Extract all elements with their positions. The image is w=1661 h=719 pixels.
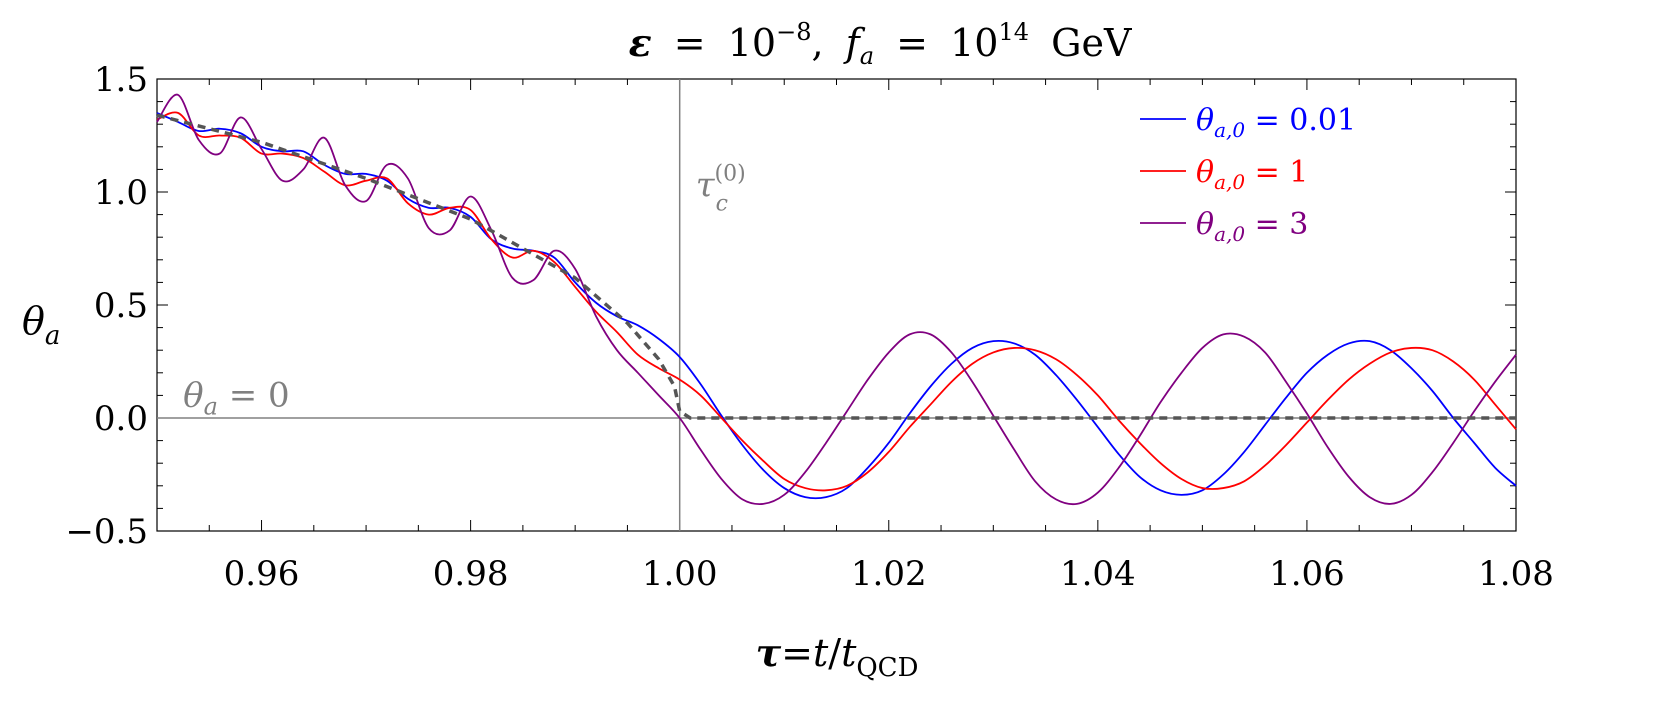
title-epsilon: ε bbox=[629, 20, 652, 65]
y-tick-label: 1.5 bbox=[94, 60, 148, 100]
x-tick-label: 0.98 bbox=[433, 554, 509, 594]
x-tick-label: 1.06 bbox=[1269, 554, 1345, 594]
plot-frame bbox=[156, 78, 1517, 532]
x-tick-labels: 0.96 0.98 1.00 1.02 1.04 1.06 1.08 bbox=[224, 554, 1554, 594]
x-tick-label: 1.08 bbox=[1478, 554, 1554, 594]
zero-line-label: θa = 0 bbox=[183, 376, 290, 421]
legend-entry: θa,0 = 3 bbox=[1196, 207, 1308, 246]
x-tick-label: 1.02 bbox=[851, 554, 927, 594]
y-tick-label: 1.0 bbox=[94, 173, 148, 213]
x-axis-label: τ=t/tQCD bbox=[756, 630, 919, 683]
critical-time-label: τ(0) c bbox=[696, 162, 746, 217]
plot-area: 0.96 0.98 1.00 1.02 1.04 1.06 1.08 −0.5 0.0 0.5 1… bbox=[65, 60, 1553, 594]
y-tick-label: 0.0 bbox=[94, 399, 148, 439]
x-tick-label: 1.00 bbox=[642, 554, 718, 594]
x-tick-label: 0.96 bbox=[224, 554, 300, 594]
series-line-1 bbox=[156, 111, 1517, 492]
y-tick-labels: −0.5 0.0 0.5 1.0 1.5 bbox=[65, 60, 148, 552]
axis-ticks bbox=[157, 78, 1517, 532]
series-line-dashed-reference bbox=[156, 113, 1516, 420]
y-tick-label: −0.5 bbox=[65, 512, 148, 552]
series-line-0 bbox=[156, 112, 1517, 500]
x-tick-label: 1.04 bbox=[1060, 554, 1136, 594]
y-tick-label: 0.5 bbox=[94, 286, 148, 326]
legend-entry: θa,0 = 1 bbox=[1196, 155, 1308, 194]
legend-entry: θa,0 = 0.01 bbox=[1196, 103, 1356, 142]
y-axis-label: θa bbox=[22, 299, 60, 351]
legend: θa,0 = 0.01 θa,0 = 1 θa,0 = 3 bbox=[1140, 103, 1356, 246]
series-line-2 bbox=[156, 93, 1517, 506]
series-group bbox=[156, 93, 1517, 506]
chart-title: ε = 10−8, fa = 1014 GeV bbox=[629, 5, 1132, 73]
